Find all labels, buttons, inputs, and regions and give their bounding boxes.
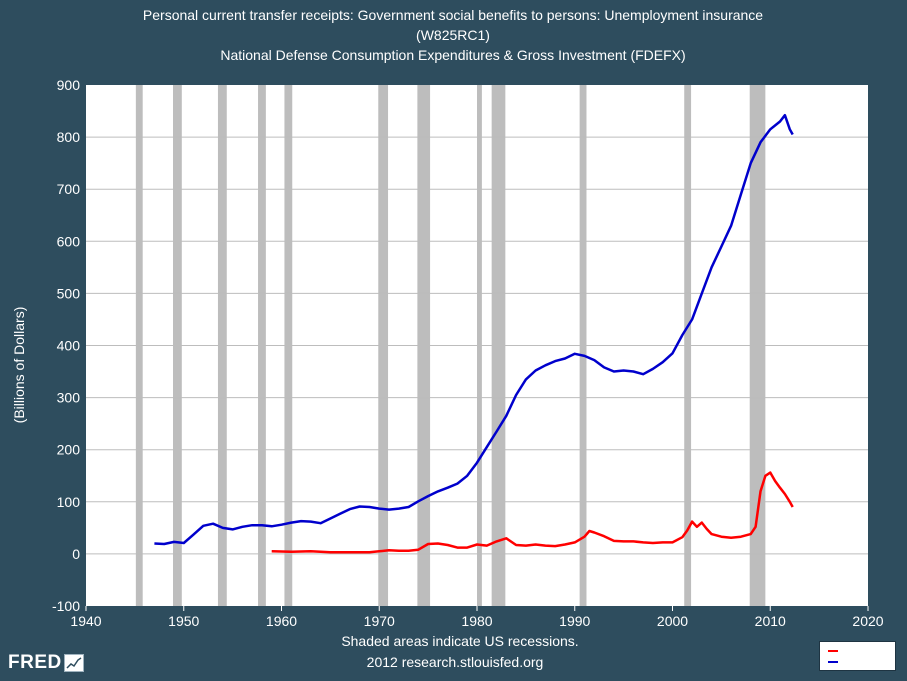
- fred-logo: FRED: [8, 652, 94, 674]
- y-tick-label: 600: [57, 233, 81, 249]
- y-tick-label: 300: [57, 390, 81, 406]
- chart-title: Personal current transfer receipts: Gove…: [143, 7, 763, 63]
- footer-source: 2012 research.stlouisfed.org: [367, 654, 544, 670]
- recession-note: Shaded areas indicate US recessions.: [341, 633, 578, 649]
- gridlines: [86, 136, 868, 555]
- fred-logo-text: FRED: [8, 652, 62, 673]
- x-tick-label: 1990: [559, 613, 590, 629]
- series-line-0: [271, 471, 794, 554]
- y-tick-label: -100: [52, 598, 80, 614]
- title-line-1: Personal current transfer receipts: Gove…: [143, 7, 763, 23]
- series-line-1: [154, 113, 794, 546]
- y-axis-ticks: -100 0 100 200 300 400 500 600 700 800 900: [52, 77, 80, 614]
- y-tick-label: 0: [72, 546, 80, 562]
- y-tick-label: 700: [57, 181, 81, 197]
- y-tick-label: 200: [57, 442, 81, 458]
- x-tick-label: 1940: [70, 613, 101, 629]
- y-tick-label: 100: [57, 494, 81, 510]
- legend-swatch-red: [828, 650, 838, 652]
- x-tick-label: 2010: [755, 613, 786, 629]
- y-tick-label: 800: [57, 129, 81, 145]
- legend-swatch-blue: [828, 661, 838, 663]
- title-line-3: National Defense Consumption Expenditure…: [220, 47, 685, 63]
- x-tick-label: 1980: [461, 613, 492, 629]
- y-tick-label: 500: [57, 285, 81, 301]
- x-axis-ticks: 1940 1950 1960 1970 1980 1990 2000 2010 2020: [70, 606, 884, 629]
- x-tick-label: 2000: [657, 613, 688, 629]
- fred-chart-icon: [63, 654, 84, 672]
- legend: [819, 641, 896, 671]
- x-tick-label: 2020: [852, 613, 883, 629]
- x-tick-label: 1960: [266, 613, 297, 629]
- y-tick-label: 400: [57, 338, 81, 354]
- y-axis-label: (Billions of Dollars): [11, 307, 27, 424]
- series-lines: [154, 113, 794, 554]
- title-line-2: (W825RC1): [416, 27, 490, 43]
- x-tick-label: 1950: [168, 613, 199, 629]
- y-tick-label: 900: [57, 77, 81, 93]
- x-tick-label: 1970: [364, 613, 395, 629]
